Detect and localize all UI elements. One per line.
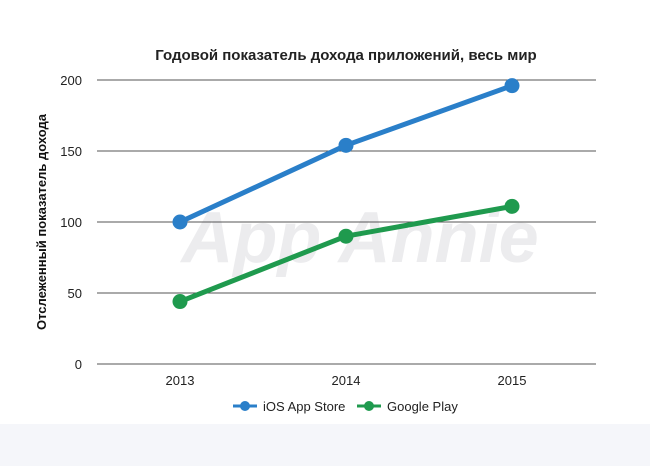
data-point — [338, 228, 354, 244]
legend-label: iOS App Store — [263, 399, 345, 414]
data-point — [504, 78, 520, 94]
chart-title: Годовой показатель дохода приложений, ве… — [155, 47, 536, 64]
legend-swatch-dot — [364, 401, 374, 411]
y-tick-label: 0 — [75, 357, 82, 372]
x-tick-label: 2013 — [166, 373, 195, 388]
legend-label: Google Play — [387, 399, 458, 414]
bottom-band — [0, 424, 650, 466]
x-tick-label: 2014 — [332, 373, 361, 388]
y-tick-label: 150 — [60, 144, 82, 159]
gridlines — [97, 79, 596, 365]
data-point — [338, 137, 354, 153]
series-layer — [172, 78, 520, 310]
y-tick-label: 50 — [68, 286, 82, 301]
y-tick-labels: 0 50 100 150 200 — [60, 73, 82, 372]
legend: iOS App Store Google Play — [233, 399, 458, 414]
legend-swatch-dot — [240, 401, 250, 411]
data-point — [504, 198, 520, 214]
y-axis-label: Отслеженный показатель дохода — [34, 113, 49, 330]
legend-item: Google Play — [357, 399, 458, 414]
y-tick-label: 200 — [60, 73, 82, 88]
x-tick-label: 2015 — [498, 373, 527, 388]
data-point — [172, 214, 188, 230]
x-tick-labels: 2013 2014 2015 — [166, 373, 527, 388]
data-point — [172, 294, 188, 310]
legend-item: iOS App Store — [233, 399, 345, 414]
y-tick-label: 100 — [60, 215, 82, 230]
